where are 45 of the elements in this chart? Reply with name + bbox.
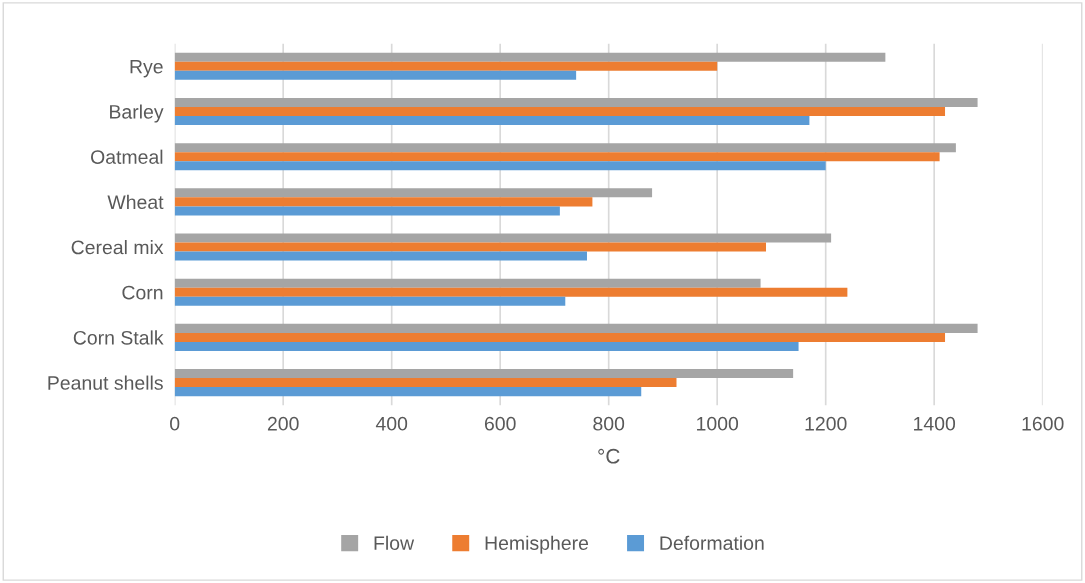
y-tick-label: Corn Stalk bbox=[73, 330, 164, 345]
bar bbox=[174, 387, 642, 397]
x-tick-label: 800 bbox=[593, 416, 625, 431]
x-tick-label: 1200 bbox=[805, 416, 847, 431]
bar bbox=[174, 296, 566, 306]
bar bbox=[174, 97, 978, 107]
y-tick-label: Corn bbox=[122, 285, 163, 300]
bar bbox=[174, 332, 946, 342]
bar bbox=[174, 341, 799, 351]
bar bbox=[174, 242, 767, 252]
y-tick-label: Peanut shells bbox=[48, 375, 163, 390]
bar bbox=[174, 378, 677, 388]
x-tick-label: 200 bbox=[267, 416, 299, 431]
bar bbox=[174, 323, 978, 333]
x-axis-title: °C bbox=[598, 448, 620, 464]
y-tick-label: Rye bbox=[130, 59, 163, 78]
legend-label: Deformation bbox=[660, 535, 764, 550]
bar bbox=[174, 106, 946, 117]
legend-label: Flow bbox=[374, 535, 415, 550]
x-tick-label: 1400 bbox=[914, 416, 956, 431]
x-tick-label: 1600 bbox=[1022, 416, 1064, 431]
bar bbox=[174, 70, 577, 80]
x-tick-label: 400 bbox=[375, 416, 408, 431]
bar bbox=[174, 369, 794, 379]
x-tick-label: 0 bbox=[170, 416, 180, 431]
x-tick-label: 600 bbox=[484, 416, 516, 431]
bar bbox=[174, 233, 832, 243]
bar bbox=[174, 61, 718, 71]
bar bbox=[174, 287, 848, 297]
bar bbox=[174, 143, 956, 153]
x-tick-label: 1000 bbox=[697, 416, 739, 431]
y-tick-label: Barley bbox=[110, 104, 164, 123]
y-tick-label: Cereal mix bbox=[71, 240, 164, 255]
legend-label: Hemisphere bbox=[485, 535, 589, 554]
bar bbox=[174, 161, 826, 171]
y-tick-label: Oatmeal bbox=[91, 149, 163, 164]
y-tick-label: Wheat bbox=[107, 194, 164, 210]
bar bbox=[174, 251, 587, 261]
bar bbox=[174, 206, 560, 216]
bar bbox=[174, 152, 940, 162]
bar bbox=[174, 197, 593, 207]
bar bbox=[174, 116, 810, 126]
bar bbox=[174, 188, 653, 198]
bar bbox=[174, 52, 886, 62]
bar bbox=[174, 278, 761, 288]
